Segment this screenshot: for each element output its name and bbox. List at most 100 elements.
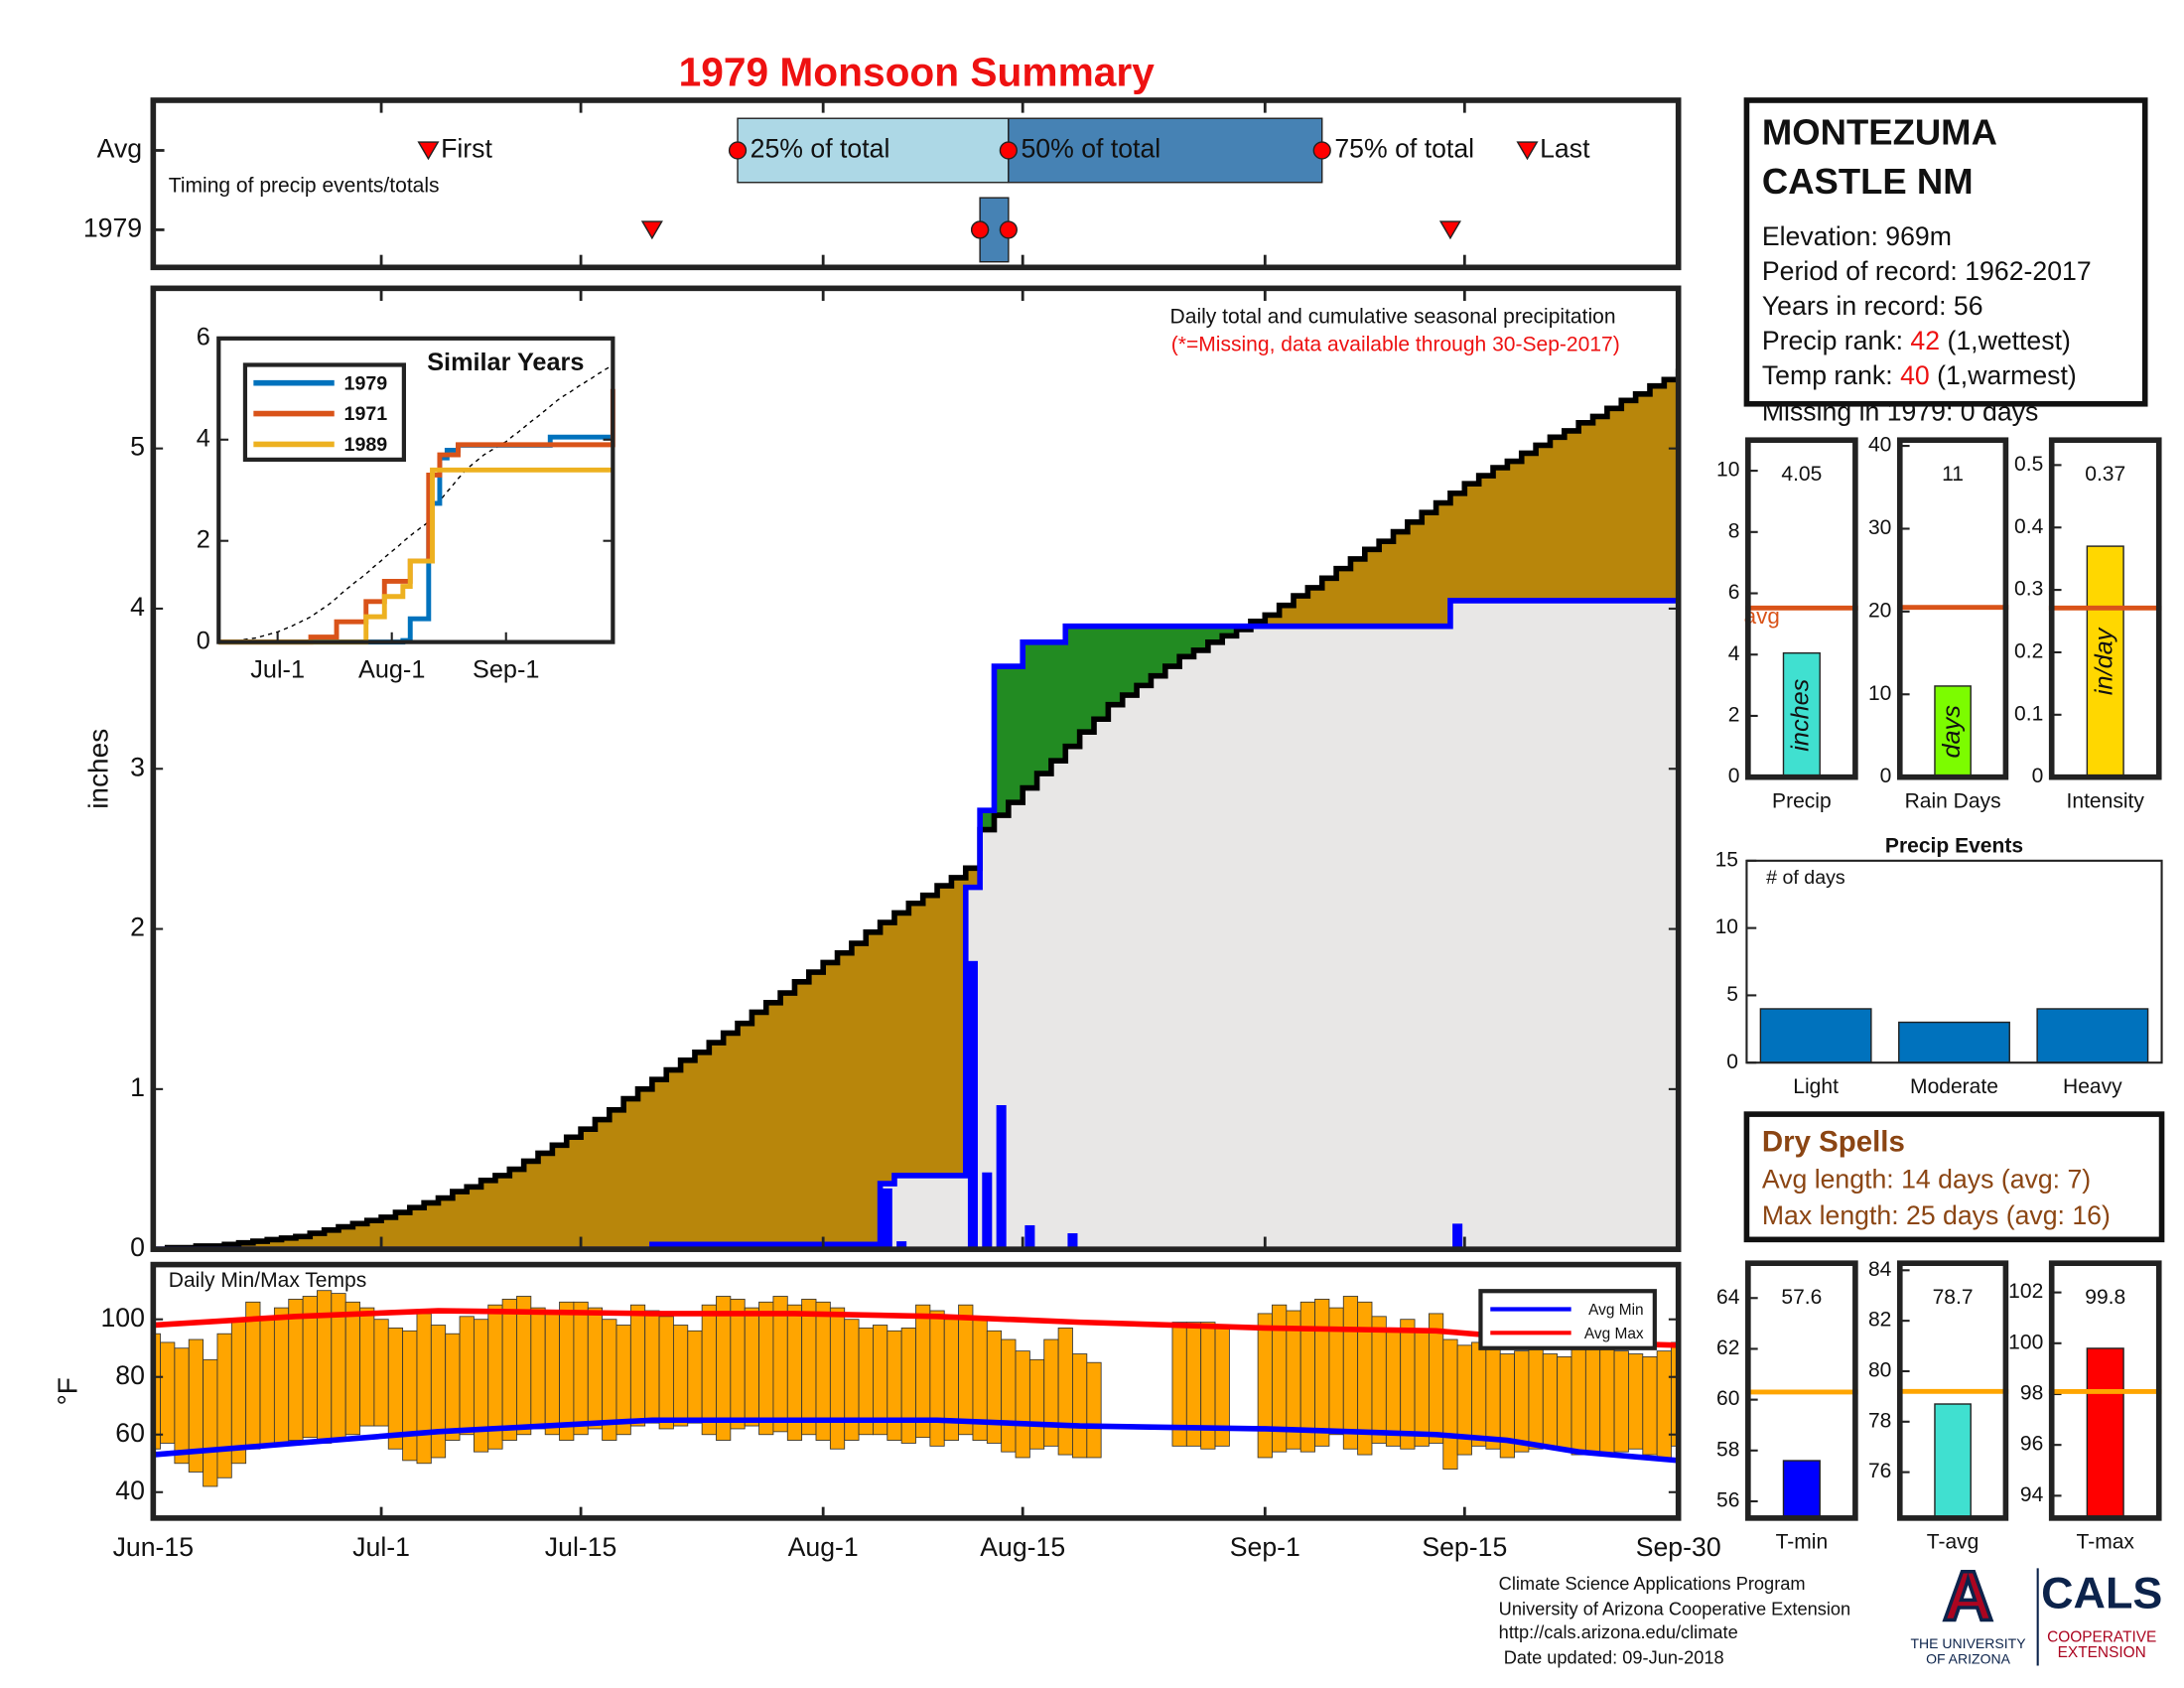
temp-range-bar [900,1327,916,1444]
plot-area [153,368,1679,1250]
panel-frame [150,285,1682,1252]
rank-value: 40 [1900,360,1930,390]
temp-range-bar [1485,1347,1501,1450]
y-tick-label: 0 [130,1232,145,1262]
temp-range-bar [801,1298,817,1436]
legend-label: Avg Min [1588,1302,1643,1319]
y-tick-label: 84 [1868,1258,1892,1281]
temp-range-bar [160,1341,176,1444]
x-tick-label: Jul-1 [352,1532,410,1562]
y-tick-label: 0 [2032,765,2044,787]
temp-range-bar [1656,1350,1672,1459]
chart-title: Daily total and cumulative seasonal prec… [1170,305,1616,328]
temp-range-bar [1342,1296,1359,1450]
temp-range-bar [1628,1353,1644,1450]
legend-label: 1989 [344,434,388,456]
temp-range-bar [387,1327,404,1450]
temp-rank: Temp rank: 40 (1,warmest) [1762,360,2077,390]
temp-range-bar [216,1333,232,1478]
dry-spells-avg: Avg length: 14 days (avg: 7) [1762,1164,2091,1194]
daily-bar [996,1104,1007,1250]
temp-range-bar [986,1330,1003,1444]
temp-range-bar [1671,1341,1679,1447]
elevation: Elevation: 969m [1762,221,1952,251]
y-tick-label: 100 [100,1303,144,1333]
y-tick-label: 10 [1716,459,1739,482]
temp-range-bar [1599,1347,1615,1456]
temp-range-bar [958,1304,974,1436]
x-tick-label: Jun-15 [113,1532,194,1562]
y-tick-label: 2 [197,525,210,553]
timing-label: 25% of total [751,134,890,164]
chart-title: Daily Min/Max Temps [169,1269,366,1292]
temp-range-bar [1442,1338,1458,1470]
temp-range-bar [1471,1341,1487,1447]
daily-bar [982,1172,993,1250]
x-tick-label: Jul-15 [545,1532,617,1562]
station-box [1743,97,2148,407]
y-tick-label: 40 [1868,434,1891,457]
timing-triangle [417,141,440,161]
y-axis-label: inches [82,729,113,809]
temp-range-bar [701,1304,717,1436]
y-tick-label: 78 [1868,1409,1891,1432]
y-tick-label: 5 [130,432,145,462]
temp-range-bar [730,1298,746,1430]
y-tick-label: 94 [2020,1483,2044,1506]
temp-range-bar [615,1325,631,1436]
y-tick-label: 4 [197,424,210,452]
y-tick-label: 0 [1726,1051,1738,1073]
timing-box-late [1008,117,1323,184]
panel-frame [1745,859,2163,1064]
timing-label: Last [1540,134,1590,164]
inset-title: Similar Years [427,349,584,376]
timing-dot [1312,141,1331,160]
temp-range-bar [829,1307,846,1450]
temp-range-bar [658,1316,674,1430]
y-tick-label: 3 [130,752,145,781]
y-tick-label: 60 [115,1418,145,1448]
bar [1782,651,1821,778]
overlap-area [153,600,1679,1250]
temp-range-bar [544,1313,560,1436]
legend-label: Avg Max [1584,1326,1644,1342]
avg-temp-line [153,1417,1679,1464]
timing-dot [728,141,748,160]
y-tick-label: 76 [1868,1460,1891,1482]
x-tick-label: Sep-15 [1422,1532,1507,1562]
x-tick-label: Moderate [1910,1075,1998,1098]
value-label: 11 [1942,463,1964,486]
y-tick-label: 0 [197,627,210,654]
daily-bar [1067,1233,1078,1250]
temp-range-bar [516,1296,532,1436]
temp-range-bar [402,1330,418,1462]
station-name: CASTLE NM [1762,161,1974,202]
timing-label: 75% of total [1334,134,1474,164]
temp-range-bar [1057,1327,1073,1456]
y-tick-label: 15 [1715,848,1738,871]
bar [2036,1008,2149,1063]
temp-range-bar [1001,1338,1017,1453]
y-tick-label: 0.3 [2014,578,2043,601]
y-tick-label: 10 [1868,682,1891,705]
temp-range-bar [573,1301,589,1436]
y-tick-label: 98 [2020,1382,2043,1405]
temp-range-bar [1314,1298,1330,1447]
temp-range-bar [203,1358,218,1487]
rank-label: Temp rank: [1762,360,1900,390]
legend-label: 1971 [344,403,388,425]
y-tick-label: 0.1 [2014,702,2043,725]
temp-range-bar [430,1325,447,1459]
dry-spells-title: Dry Spells [1762,1125,1905,1158]
value-label: 0.37 [2085,463,2125,486]
chart-title: Precip Events [1885,834,2023,857]
y-tick-label: 8 [1728,519,1740,542]
y-tick-label: 2 [1728,704,1740,727]
value-label: 78.7 [1933,1286,1974,1309]
x-tick-label: Aug-1 [788,1532,859,1562]
rank-label: Precip rank: [1762,326,1911,355]
ua-logo-text: THE UNIVERSITY [1910,1635,2026,1651]
temp-range-bar [373,1319,389,1427]
y-tick-label: 30 [1868,516,1891,539]
y-tick-label: 100 [2008,1331,2043,1353]
